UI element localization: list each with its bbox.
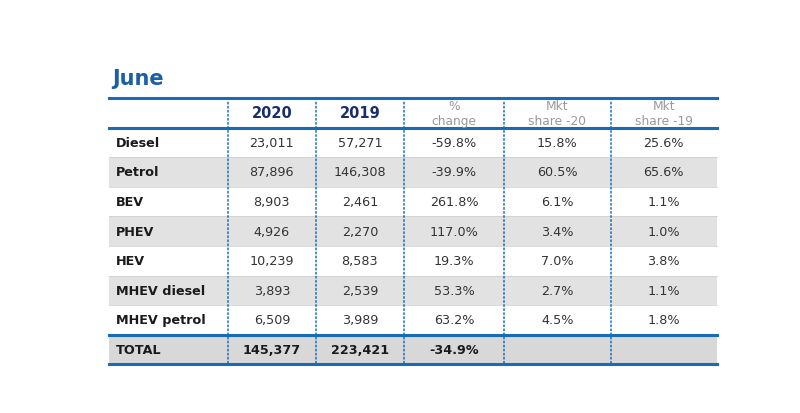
Text: 57,271: 57,271 [338, 137, 382, 150]
Text: 223,421: 223,421 [331, 343, 389, 356]
Text: -39.9%: -39.9% [431, 166, 477, 179]
Text: 2,461: 2,461 [342, 196, 378, 209]
Text: 2,539: 2,539 [342, 284, 378, 297]
Text: 2.7%: 2.7% [541, 284, 574, 297]
Text: 60.5%: 60.5% [537, 166, 578, 179]
Text: 23,011: 23,011 [250, 137, 294, 150]
Text: MHEV diesel: MHEV diesel [115, 284, 205, 297]
Text: 2,270: 2,270 [342, 225, 378, 238]
Text: 1.1%: 1.1% [647, 284, 680, 297]
Text: 7.0%: 7.0% [541, 255, 574, 268]
Text: 146,308: 146,308 [334, 166, 386, 179]
Text: 3.8%: 3.8% [647, 255, 680, 268]
Text: 145,377: 145,377 [242, 343, 301, 356]
Bar [110, 335, 717, 364]
Text: 10,239: 10,239 [250, 255, 294, 268]
Text: 25.6%: 25.6% [643, 137, 684, 150]
Text: 3,893: 3,893 [254, 284, 290, 297]
Text: Diesel: Diesel [115, 137, 160, 150]
Text: 2019: 2019 [339, 106, 380, 121]
Text: 63.2%: 63.2% [434, 313, 474, 327]
Text: 2020: 2020 [251, 106, 292, 121]
Text: 261.8%: 261.8% [430, 196, 478, 209]
Text: HEV: HEV [115, 255, 145, 268]
Text: June: June [112, 69, 164, 89]
Text: 8,903: 8,903 [254, 196, 290, 209]
Text: 1.8%: 1.8% [647, 313, 680, 327]
Text: 87,896: 87,896 [250, 166, 294, 179]
Text: 15.8%: 15.8% [537, 137, 578, 150]
Bar [110, 158, 717, 188]
Text: 1.1%: 1.1% [647, 196, 680, 209]
Text: -59.8%: -59.8% [431, 137, 477, 150]
Text: 117.0%: 117.0% [430, 225, 478, 238]
Text: BEV: BEV [115, 196, 144, 209]
Text: 6.1%: 6.1% [541, 196, 574, 209]
Bar [110, 276, 717, 305]
Text: 4,926: 4,926 [254, 225, 290, 238]
Text: 19.3%: 19.3% [434, 255, 474, 268]
Text: 6,509: 6,509 [254, 313, 290, 327]
Text: 3.4%: 3.4% [541, 225, 574, 238]
Text: 4.5%: 4.5% [541, 313, 574, 327]
Text: 3,989: 3,989 [342, 313, 378, 327]
Text: 1.0%: 1.0% [647, 225, 680, 238]
Text: 65.6%: 65.6% [643, 166, 684, 179]
Text: Petrol: Petrol [115, 166, 159, 179]
Text: TOTAL: TOTAL [115, 343, 161, 356]
Text: PHEV: PHEV [115, 225, 154, 238]
Text: MHEV petrol: MHEV petrol [115, 313, 206, 327]
Text: Mkt
share -20: Mkt share -20 [529, 100, 586, 128]
Text: 53.3%: 53.3% [434, 284, 474, 297]
Bar [110, 217, 717, 246]
Text: Mkt
share -19: Mkt share -19 [634, 100, 693, 128]
Text: %
change: % change [432, 100, 477, 128]
Text: -34.9%: -34.9% [430, 343, 479, 356]
Text: 8,583: 8,583 [342, 255, 378, 268]
